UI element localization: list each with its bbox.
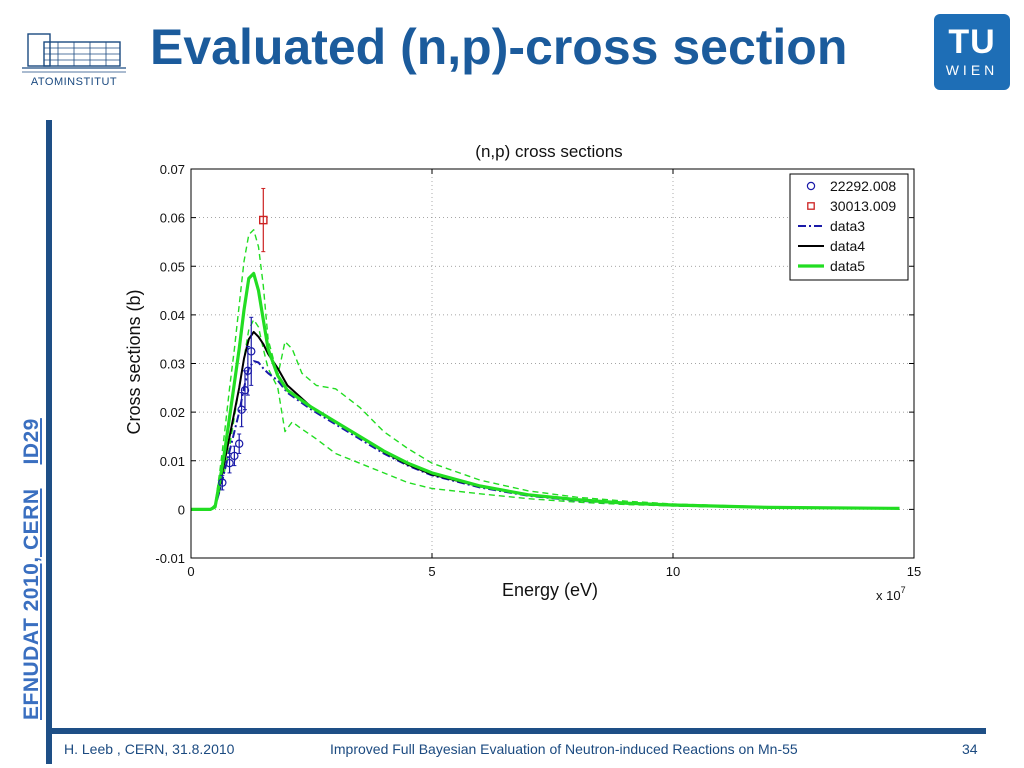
x-axis-label: Energy (eV) — [502, 580, 598, 600]
data-point-circle — [218, 478, 227, 487]
uncertainty-band-lower — [191, 319, 900, 511]
atominstitut-logo: ATOMINSTITUT — [18, 28, 130, 92]
plot-area-frame — [190, 168, 915, 559]
markers-layer — [218, 187, 268, 491]
data-point-circle — [225, 458, 234, 468]
building-icon: ATOMINSTITUT — [22, 33, 126, 88]
y-tick-label: 0 — [178, 502, 185, 517]
legend-swatch — [807, 202, 815, 210]
legend-swatch — [806, 181, 816, 191]
y-tick-label: 0.03 — [160, 357, 185, 372]
legend-label: data4 — [830, 238, 865, 254]
y-tick-label: -0.01 — [155, 551, 185, 566]
x-multiplier-exp: 7 — [901, 585, 906, 595]
legend-label: 30013.009 — [830, 198, 896, 214]
legend-label: 22292.008 — [830, 178, 896, 194]
y-tick-label: 0.01 — [160, 454, 185, 469]
footer-talk-title: Improved Full Bayesian Evaluation of Neu… — [330, 741, 798, 757]
data-point-circle — [240, 386, 250, 395]
y-axis-label: Cross sections (b) — [124, 289, 144, 434]
footer-page-number: 34 — [962, 741, 978, 757]
data-point-square — [259, 215, 268, 225]
data-point-circle — [247, 347, 256, 356]
series-layer — [191, 229, 900, 511]
x-tick-label: 15 — [907, 564, 921, 579]
y-tick-label: 0.07 — [160, 162, 185, 177]
y-tick-label: 0.02 — [160, 405, 185, 420]
x-multiplier-base: x 10 — [876, 588, 901, 603]
x-tick-label: 10 — [666, 564, 680, 579]
x-tick-label: 5 — [428, 564, 435, 579]
page-title: Evaluated (n,p)-cross section — [150, 19, 848, 75]
left-accent-bar — [46, 120, 52, 764]
x-tick-label: 0 — [187, 564, 194, 579]
uncertainty-band-upper — [191, 229, 900, 511]
y-tick-label: 0.06 — [160, 211, 185, 226]
data-point-circle — [234, 439, 244, 448]
tu-logo-bottom: WIEN — [945, 62, 999, 78]
series-line-data5 — [191, 271, 900, 511]
tu-wien-logo: TU WIEN — [934, 14, 1010, 90]
legend: 22292.008 30013.009 data3 data4 data5 — [789, 173, 909, 281]
footer-author: H. Leeb , CERN, 31.8.2010 — [64, 741, 235, 757]
chart-title: (n,p) cross sections — [475, 142, 622, 161]
x-multiplier-label: x 107 — [876, 585, 906, 603]
y-tick-label: 0.05 — [160, 259, 185, 274]
data-point-circle — [230, 451, 239, 461]
bottom-accent-bar — [46, 728, 986, 734]
atominstitut-logo-text: ATOMINSTITUT — [31, 76, 117, 88]
tu-logo-top: TU — [948, 23, 996, 61]
y-tick-label: 0.04 — [160, 308, 185, 323]
legend-label: data5 — [830, 258, 865, 274]
series-line-data4 — [191, 330, 900, 511]
series-line-data3 — [191, 360, 900, 511]
legend-label: data3 — [830, 218, 865, 234]
